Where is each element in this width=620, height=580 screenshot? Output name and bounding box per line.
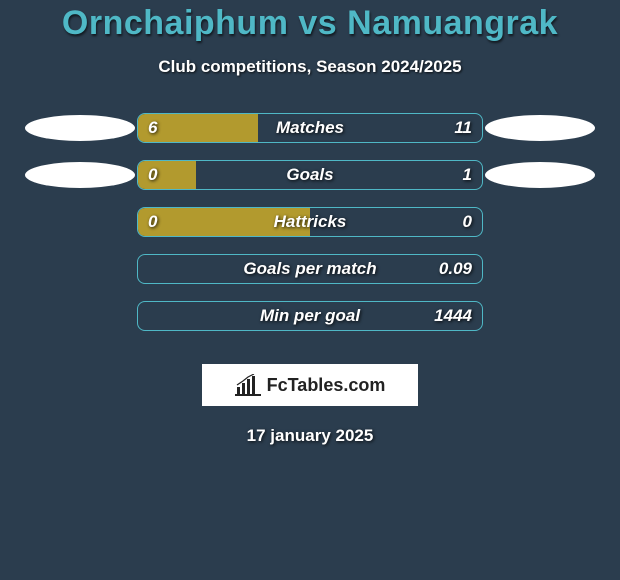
stat-row: Goals per match 0.09 (25, 254, 595, 284)
stat-label: Min per goal (260, 306, 360, 326)
stat-label: Matches (276, 118, 344, 138)
stat-row: 0 Goals 1 (25, 160, 595, 190)
stat-bar: Min per goal 1444 (137, 301, 483, 331)
player-left-badge (25, 162, 135, 188)
stat-left-value: 0 (148, 212, 157, 232)
page-title: Ornchaiphum vs Namuangrak (62, 4, 558, 43)
stats-list: 6 Matches 11 0 Goals 1 0 Hattricks 0 Goals per ma… (25, 113, 595, 348)
right-badge-slot (485, 256, 595, 282)
stat-label: Hattricks (274, 212, 347, 232)
stat-bar: Goals per match 0.09 (137, 254, 483, 284)
date-label: 17 january 2025 (247, 426, 374, 446)
stat-left-value: 6 (148, 118, 157, 138)
player-right-badge (485, 162, 595, 188)
stat-right-value: 1 (463, 165, 472, 185)
right-badge-slot (485, 209, 595, 235)
stat-row: 0 Hattricks 0 (25, 207, 595, 237)
bar-fill (138, 161, 196, 189)
left-badge-slot (25, 115, 135, 141)
stat-bar: 6 Matches 11 (137, 113, 483, 143)
left-badge-slot (25, 303, 135, 329)
stat-bar: 0 Goals 1 (137, 160, 483, 190)
left-badge-slot (25, 209, 135, 235)
chart-icon (235, 374, 261, 396)
stat-label: Goals (286, 165, 333, 185)
right-badge-slot (485, 303, 595, 329)
stat-right-value: 0.09 (439, 259, 472, 279)
player-left-badge (25, 115, 135, 141)
stat-left-value: 0 (148, 165, 157, 185)
right-badge-slot (485, 162, 595, 188)
left-badge-slot (25, 162, 135, 188)
logo-text: FcTables.com (267, 375, 386, 396)
stat-row: 6 Matches 11 (25, 113, 595, 143)
subtitle: Club competitions, Season 2024/2025 (158, 57, 461, 77)
stat-right-value: 11 (454, 118, 472, 138)
player-right-badge (485, 115, 595, 141)
stat-label: Goals per match (243, 259, 376, 279)
stat-row: Min per goal 1444 (25, 301, 595, 331)
stat-bar: 0 Hattricks 0 (137, 207, 483, 237)
stat-right-value: 1444 (434, 306, 472, 326)
logo-box[interactable]: FcTables.com (202, 364, 418, 406)
left-badge-slot (25, 256, 135, 282)
stat-right-value: 0 (463, 212, 472, 232)
right-badge-slot (485, 115, 595, 141)
